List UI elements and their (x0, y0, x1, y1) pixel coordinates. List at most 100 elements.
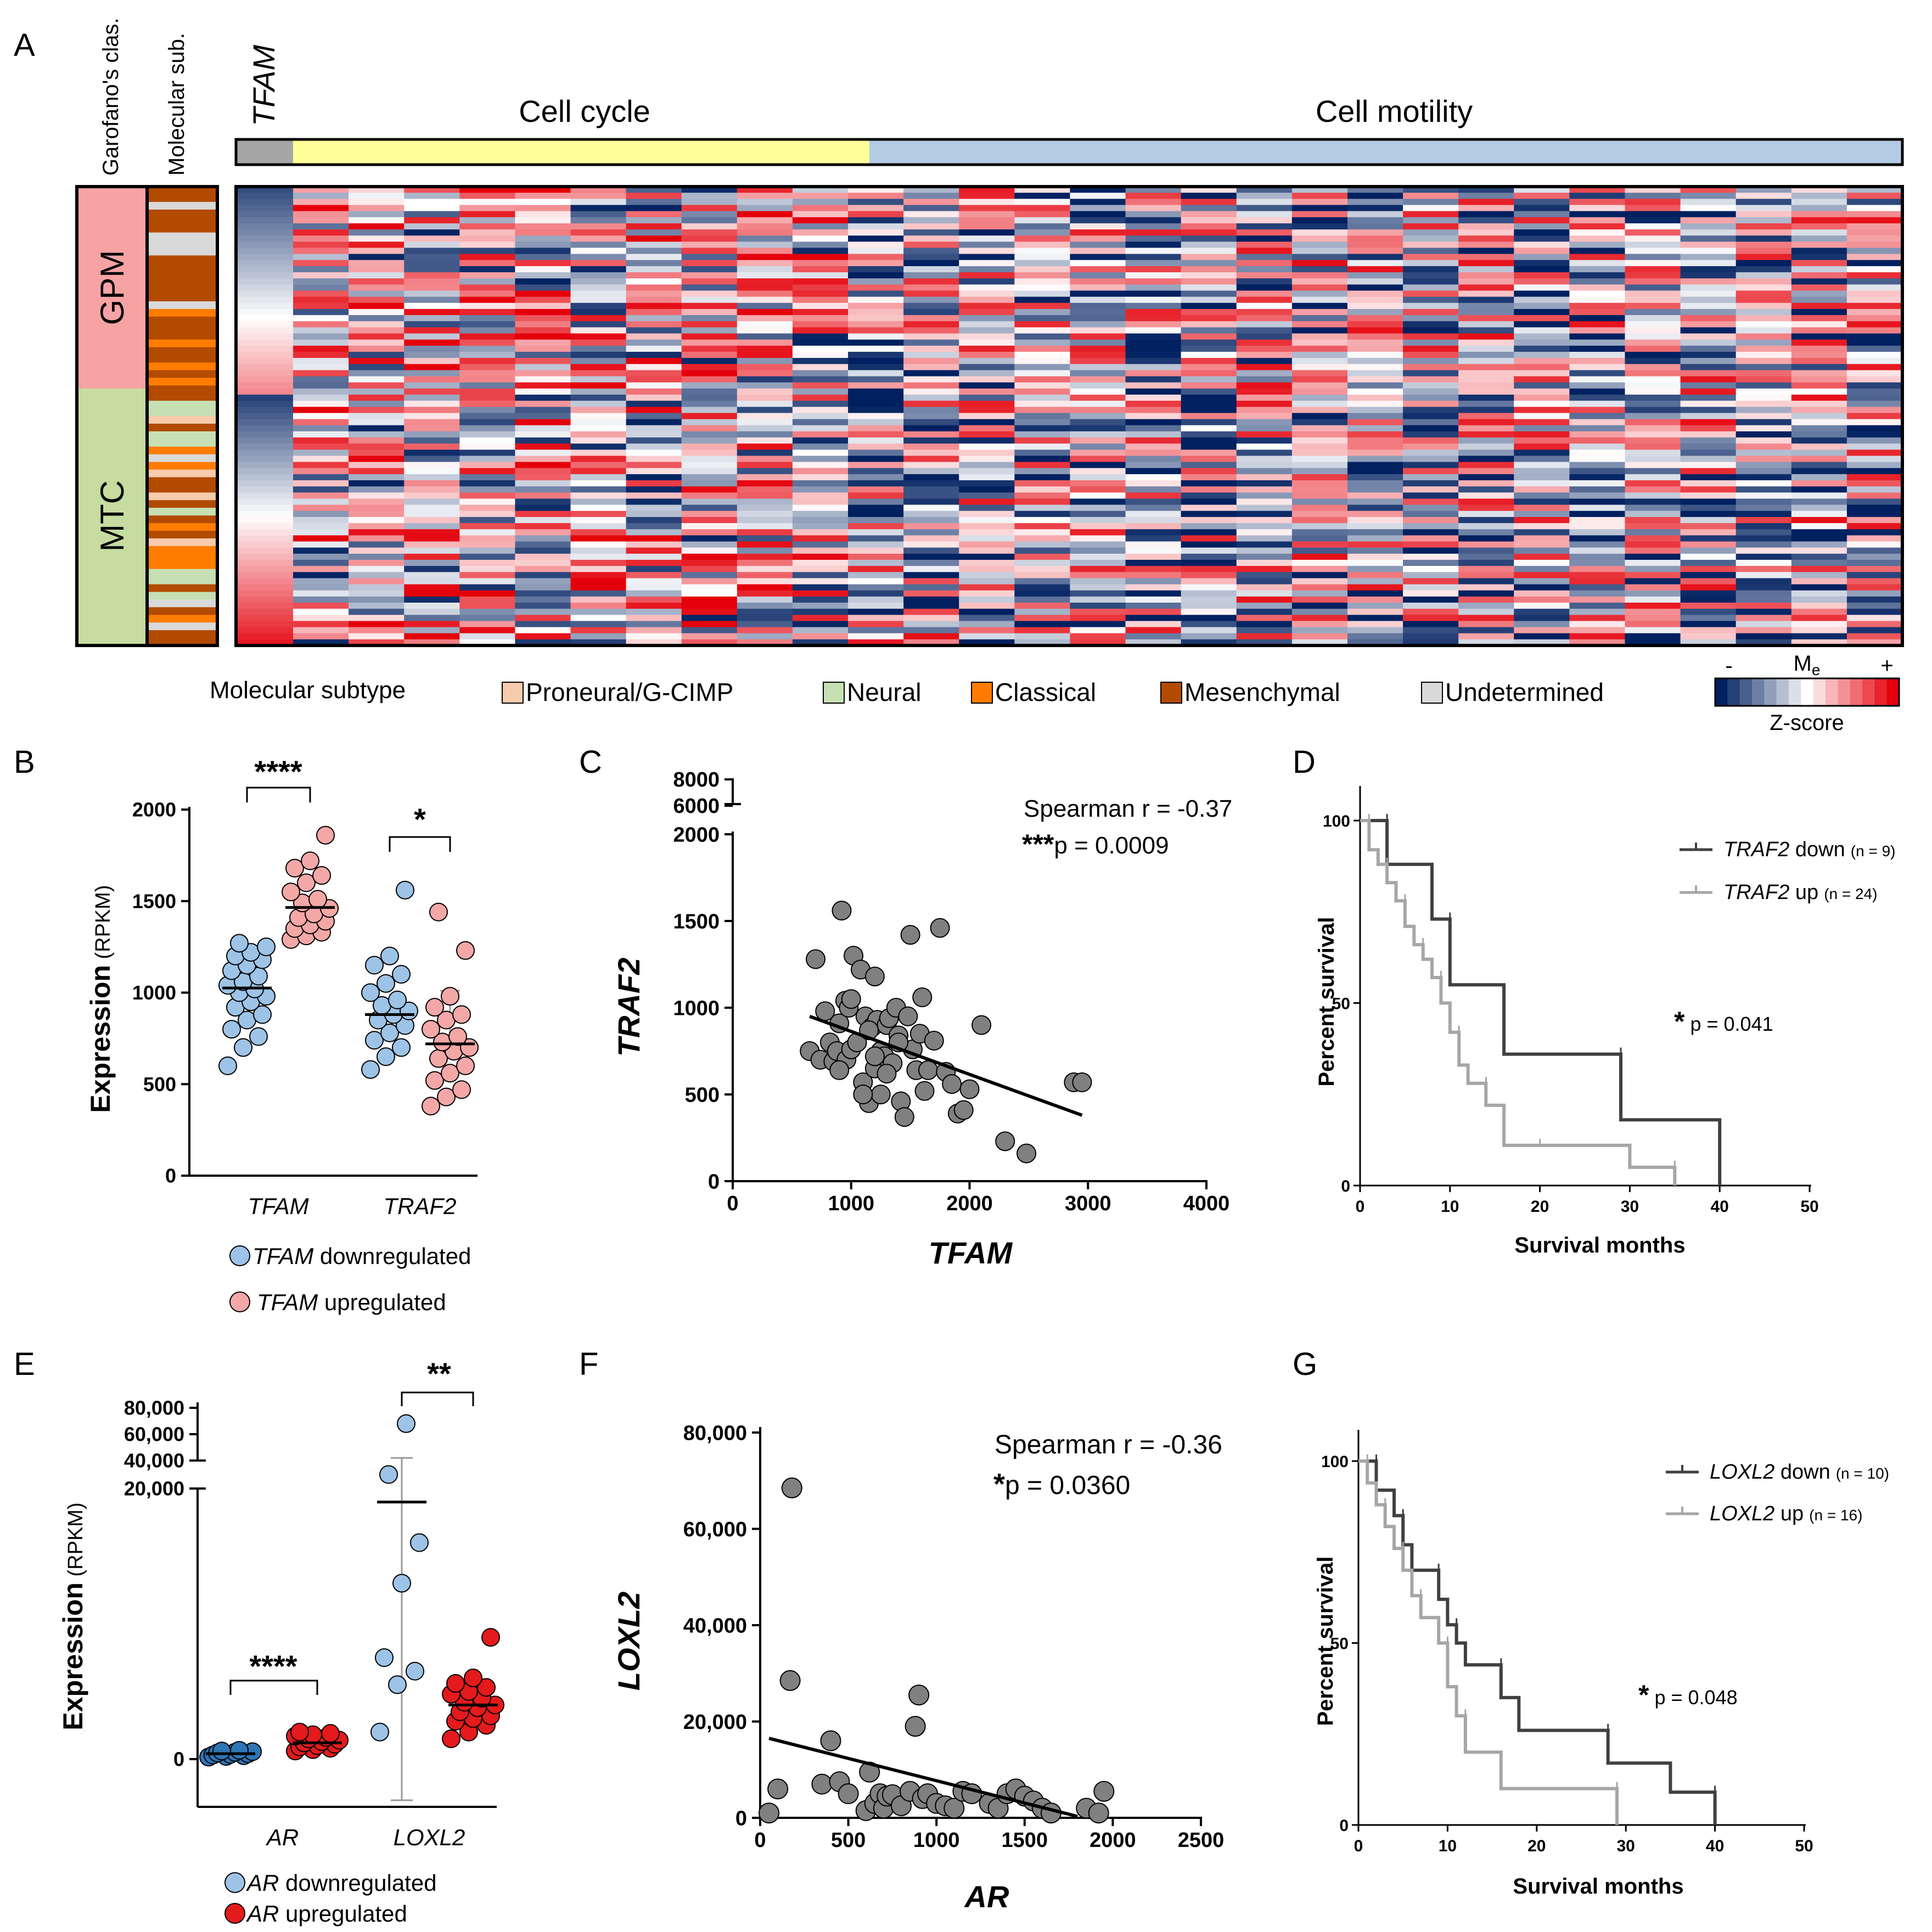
heatmap-cell (459, 547, 516, 554)
subtype-stripe (147, 576, 217, 585)
heatmap-cell (1458, 235, 1514, 242)
panel-g-xlabel: Survival months (1513, 1874, 1683, 1899)
zscore-swatch (1874, 678, 1888, 706)
heatmap-cell (1569, 590, 1626, 597)
heatmap-cell (293, 345, 349, 352)
heatmap-cell (1569, 437, 1626, 444)
heatmap-cell (1569, 559, 1626, 566)
heatmap-cell (1514, 450, 1570, 457)
heatmap-cell (1014, 462, 1071, 469)
heatmap-cell (404, 431, 460, 438)
heatmap-cell (681, 609, 738, 615)
panel-b-point (312, 866, 331, 885)
heatmap-cell (1791, 504, 1847, 512)
heatmap-cell (1846, 407, 1903, 414)
legend-proneural-swatch (502, 682, 524, 704)
heatmap-cell (681, 590, 738, 597)
heatmap-cell (792, 351, 849, 358)
heatmap-cell (1291, 266, 1348, 273)
heatmap-cell (1514, 474, 1570, 481)
panel-b-legend-up-label: TFAM upregulated (257, 1289, 446, 1315)
heatmap-cell (959, 566, 1015, 572)
heatmap-cell (1791, 205, 1847, 212)
heatmap-cell (1791, 401, 1847, 407)
heatmap-cell (349, 419, 405, 426)
heatmap-cell (1291, 260, 1348, 267)
heatmap-cell (848, 290, 904, 297)
zscore-swatch (1764, 678, 1777, 706)
heatmap-cell (792, 315, 849, 322)
heatmap-cell (1680, 510, 1737, 518)
heatmap-cell (459, 456, 516, 463)
heatmap-cell (1458, 284, 1514, 291)
heatmap-cell (1070, 388, 1126, 395)
heatmap-cell (570, 633, 627, 640)
heatmap-cell (626, 535, 682, 542)
heatmap-cell (570, 205, 627, 212)
heatmap-cell (1625, 413, 1681, 420)
heatmap-cell (349, 382, 405, 389)
heatmap-cell (1236, 376, 1293, 383)
panel-e-xtick-loxl2: LOXL2 (394, 1824, 465, 1850)
heatmap-cell (1070, 529, 1126, 536)
subtype-stripe (147, 278, 217, 287)
heatmap-cell (349, 486, 405, 493)
heatmap-cell (1403, 302, 1459, 310)
heatmap-cell (626, 431, 682, 438)
heatmap-cell (903, 296, 959, 304)
heatmap-cell (1014, 193, 1071, 199)
heatmap-cell (1846, 211, 1903, 218)
heatmap-cell (848, 229, 904, 236)
heatmap-cell (1236, 242, 1293, 249)
heatmap-cell (1181, 572, 1237, 579)
heatmap-cell (1236, 541, 1293, 548)
heatmap-cell (459, 242, 516, 249)
heatmap-cell (1569, 468, 1626, 475)
heatmap-cell (1236, 351, 1293, 358)
heatmap-cell (959, 419, 1015, 426)
heatmap-cell (1846, 443, 1903, 450)
heatmap-cell (1291, 510, 1348, 518)
heatmap-cell (1125, 504, 1182, 512)
heatmap-cell (1514, 266, 1570, 273)
heatmap-cell (1014, 559, 1071, 566)
heatmap-cell (515, 559, 571, 566)
heatmap-cell (1347, 407, 1403, 414)
legend-neural: Neural (823, 678, 922, 706)
heatmap-cell (404, 229, 460, 236)
heatmap-cell (236, 199, 294, 206)
heatmap-cell (349, 504, 405, 512)
subtype-stripe (147, 362, 217, 370)
heatmap-cell (459, 266, 516, 273)
heatmap-cell (792, 364, 849, 370)
heatmap-cell (1070, 504, 1126, 512)
heatmap-cell (570, 235, 627, 242)
heatmap-cell (1846, 223, 1903, 230)
heatmap-cell (848, 425, 904, 432)
heatmap-cell (1236, 529, 1293, 536)
panel-c-point (864, 1046, 885, 1066)
heatmap-cell (1347, 498, 1403, 506)
heatmap-cell (1125, 333, 1182, 340)
heatmap-cell (404, 339, 460, 346)
subtype-stripe (147, 599, 217, 608)
heatmap-cell (681, 370, 738, 377)
heatmap-cell (349, 376, 405, 383)
heatmap-cell (1514, 572, 1570, 579)
heatmap-cell (1236, 315, 1293, 322)
heatmap-cell (1791, 364, 1847, 370)
panel-c-regression-line (809, 1014, 1083, 1117)
subtype-stripe (147, 339, 217, 348)
heatmap-cell (293, 639, 349, 646)
heatmap-cell (570, 193, 627, 199)
heatmap-cell (792, 450, 849, 457)
heatmap-cell (293, 272, 349, 279)
heatmap-cell (1014, 401, 1071, 407)
heatmap-cell (1403, 394, 1459, 401)
heatmap-cell (626, 394, 682, 401)
heatmap-cell (1181, 370, 1237, 377)
panel-g-ylabel: Percent survival (1313, 1556, 1338, 1726)
heatmap-cell (1070, 211, 1126, 218)
panel-d-pvalue: * p = 0.041 (1674, 1006, 1773, 1037)
heatmap-cell (515, 609, 571, 615)
